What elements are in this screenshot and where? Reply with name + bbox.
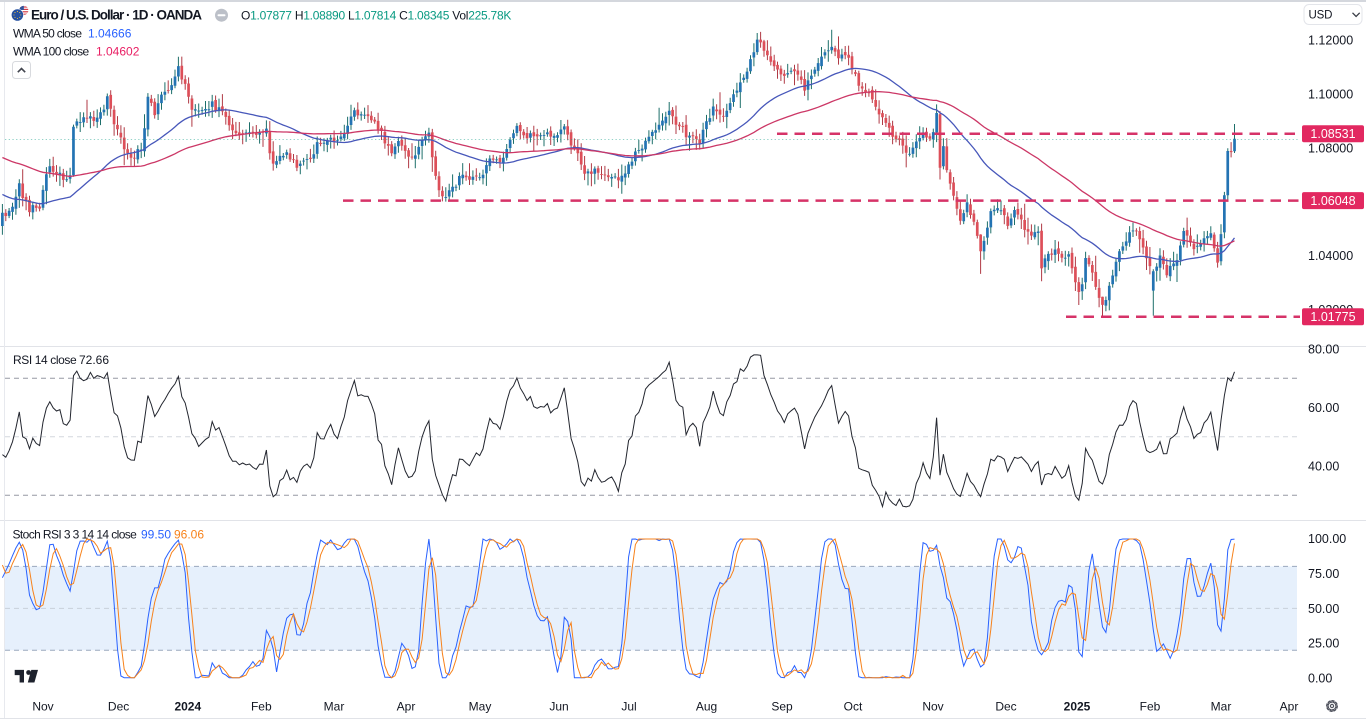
svg-text:Dec: Dec — [108, 700, 129, 714]
svg-text:1.01775: 1.01775 — [1310, 310, 1355, 324]
svg-text:1.10000: 1.10000 — [1308, 88, 1353, 102]
svg-text:0.00: 0.00 — [1308, 672, 1332, 686]
svg-text:O1.07877 H1.08890 L1.07814 C1.: O1.07877 H1.08890 L1.07814 C1.08345 Vol2… — [241, 8, 511, 22]
svg-text:Apr: Apr — [1280, 700, 1299, 714]
svg-text:96.06: 96.06 — [174, 527, 204, 541]
svg-text:Sep: Sep — [771, 700, 793, 714]
svg-text:Aug: Aug — [696, 700, 717, 714]
svg-text:1.04602: 1.04602 — [96, 44, 140, 58]
svg-text:May: May — [469, 700, 492, 714]
svg-text:Nov: Nov — [922, 700, 943, 714]
svg-text:Euro / U.S. Dollar · 1D · OAND: Euro / U.S. Dollar · 1D · OANDA — [31, 8, 202, 23]
svg-text:Nov: Nov — [32, 700, 53, 714]
svg-text:Oct: Oct — [844, 700, 863, 714]
svg-text:Mar: Mar — [324, 700, 345, 714]
svg-text:40.00: 40.00 — [1308, 459, 1339, 473]
svg-text:Dec: Dec — [995, 700, 1016, 714]
svg-text:Stoch RSI 3 3 14 14 close: Stoch RSI 3 3 14 14 close — [13, 527, 138, 541]
svg-text:99.50: 99.50 — [141, 527, 171, 541]
svg-text:60.00: 60.00 — [1308, 401, 1339, 415]
svg-text:1.12000: 1.12000 — [1308, 34, 1353, 48]
svg-text:1.08531: 1.08531 — [1310, 127, 1355, 141]
svg-text:100.00: 100.00 — [1308, 532, 1346, 546]
svg-text:80.00: 80.00 — [1308, 342, 1339, 356]
svg-text:Jul: Jul — [621, 700, 636, 714]
svg-text:25.00: 25.00 — [1308, 637, 1339, 651]
svg-text:2024: 2024 — [174, 700, 201, 714]
svg-text:1.08000: 1.08000 — [1308, 141, 1353, 155]
svg-text:50.00: 50.00 — [1308, 602, 1339, 616]
svg-text:Feb: Feb — [251, 700, 272, 714]
svg-text:RSI 14 close: RSI 14 close — [13, 353, 77, 367]
svg-text:WMA 100 close: WMA 100 close — [13, 44, 89, 58]
svg-text:1.04666: 1.04666 — [88, 26, 132, 40]
svg-text:Apr: Apr — [397, 700, 416, 714]
svg-text:Jun: Jun — [549, 700, 568, 714]
svg-text:Feb: Feb — [1140, 700, 1161, 714]
svg-text:1.04000: 1.04000 — [1308, 249, 1353, 263]
svg-text:2025: 2025 — [1064, 700, 1091, 714]
svg-text:USD: USD — [1309, 10, 1333, 22]
svg-text:Mar: Mar — [1211, 700, 1232, 714]
svg-text:72.66: 72.66 — [79, 353, 109, 367]
svg-text:WMA 50 close: WMA 50 close — [13, 26, 82, 40]
svg-text:75.00: 75.00 — [1308, 567, 1339, 581]
svg-text:1.06048: 1.06048 — [1310, 194, 1355, 208]
